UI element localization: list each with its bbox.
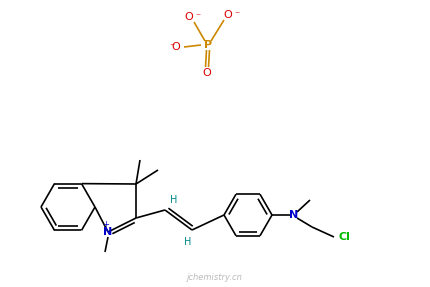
Text: O: O	[171, 42, 180, 52]
Text: H: H	[184, 237, 191, 247]
Text: +: +	[102, 220, 109, 229]
Text: ⁻: ⁻	[194, 12, 200, 22]
Text: O: O	[202, 68, 211, 78]
Text: O: O	[223, 10, 232, 20]
Text: H: H	[170, 195, 177, 205]
Text: N: N	[289, 210, 298, 220]
Text: P: P	[203, 40, 212, 50]
Text: Cl: Cl	[337, 232, 349, 242]
Text: jchemistry.cn: jchemistry.cn	[187, 274, 243, 282]
Text: O: O	[184, 12, 193, 22]
Text: ⁻: ⁻	[169, 42, 174, 52]
Text: N: N	[103, 227, 112, 237]
Text: ⁻: ⁻	[233, 10, 239, 20]
